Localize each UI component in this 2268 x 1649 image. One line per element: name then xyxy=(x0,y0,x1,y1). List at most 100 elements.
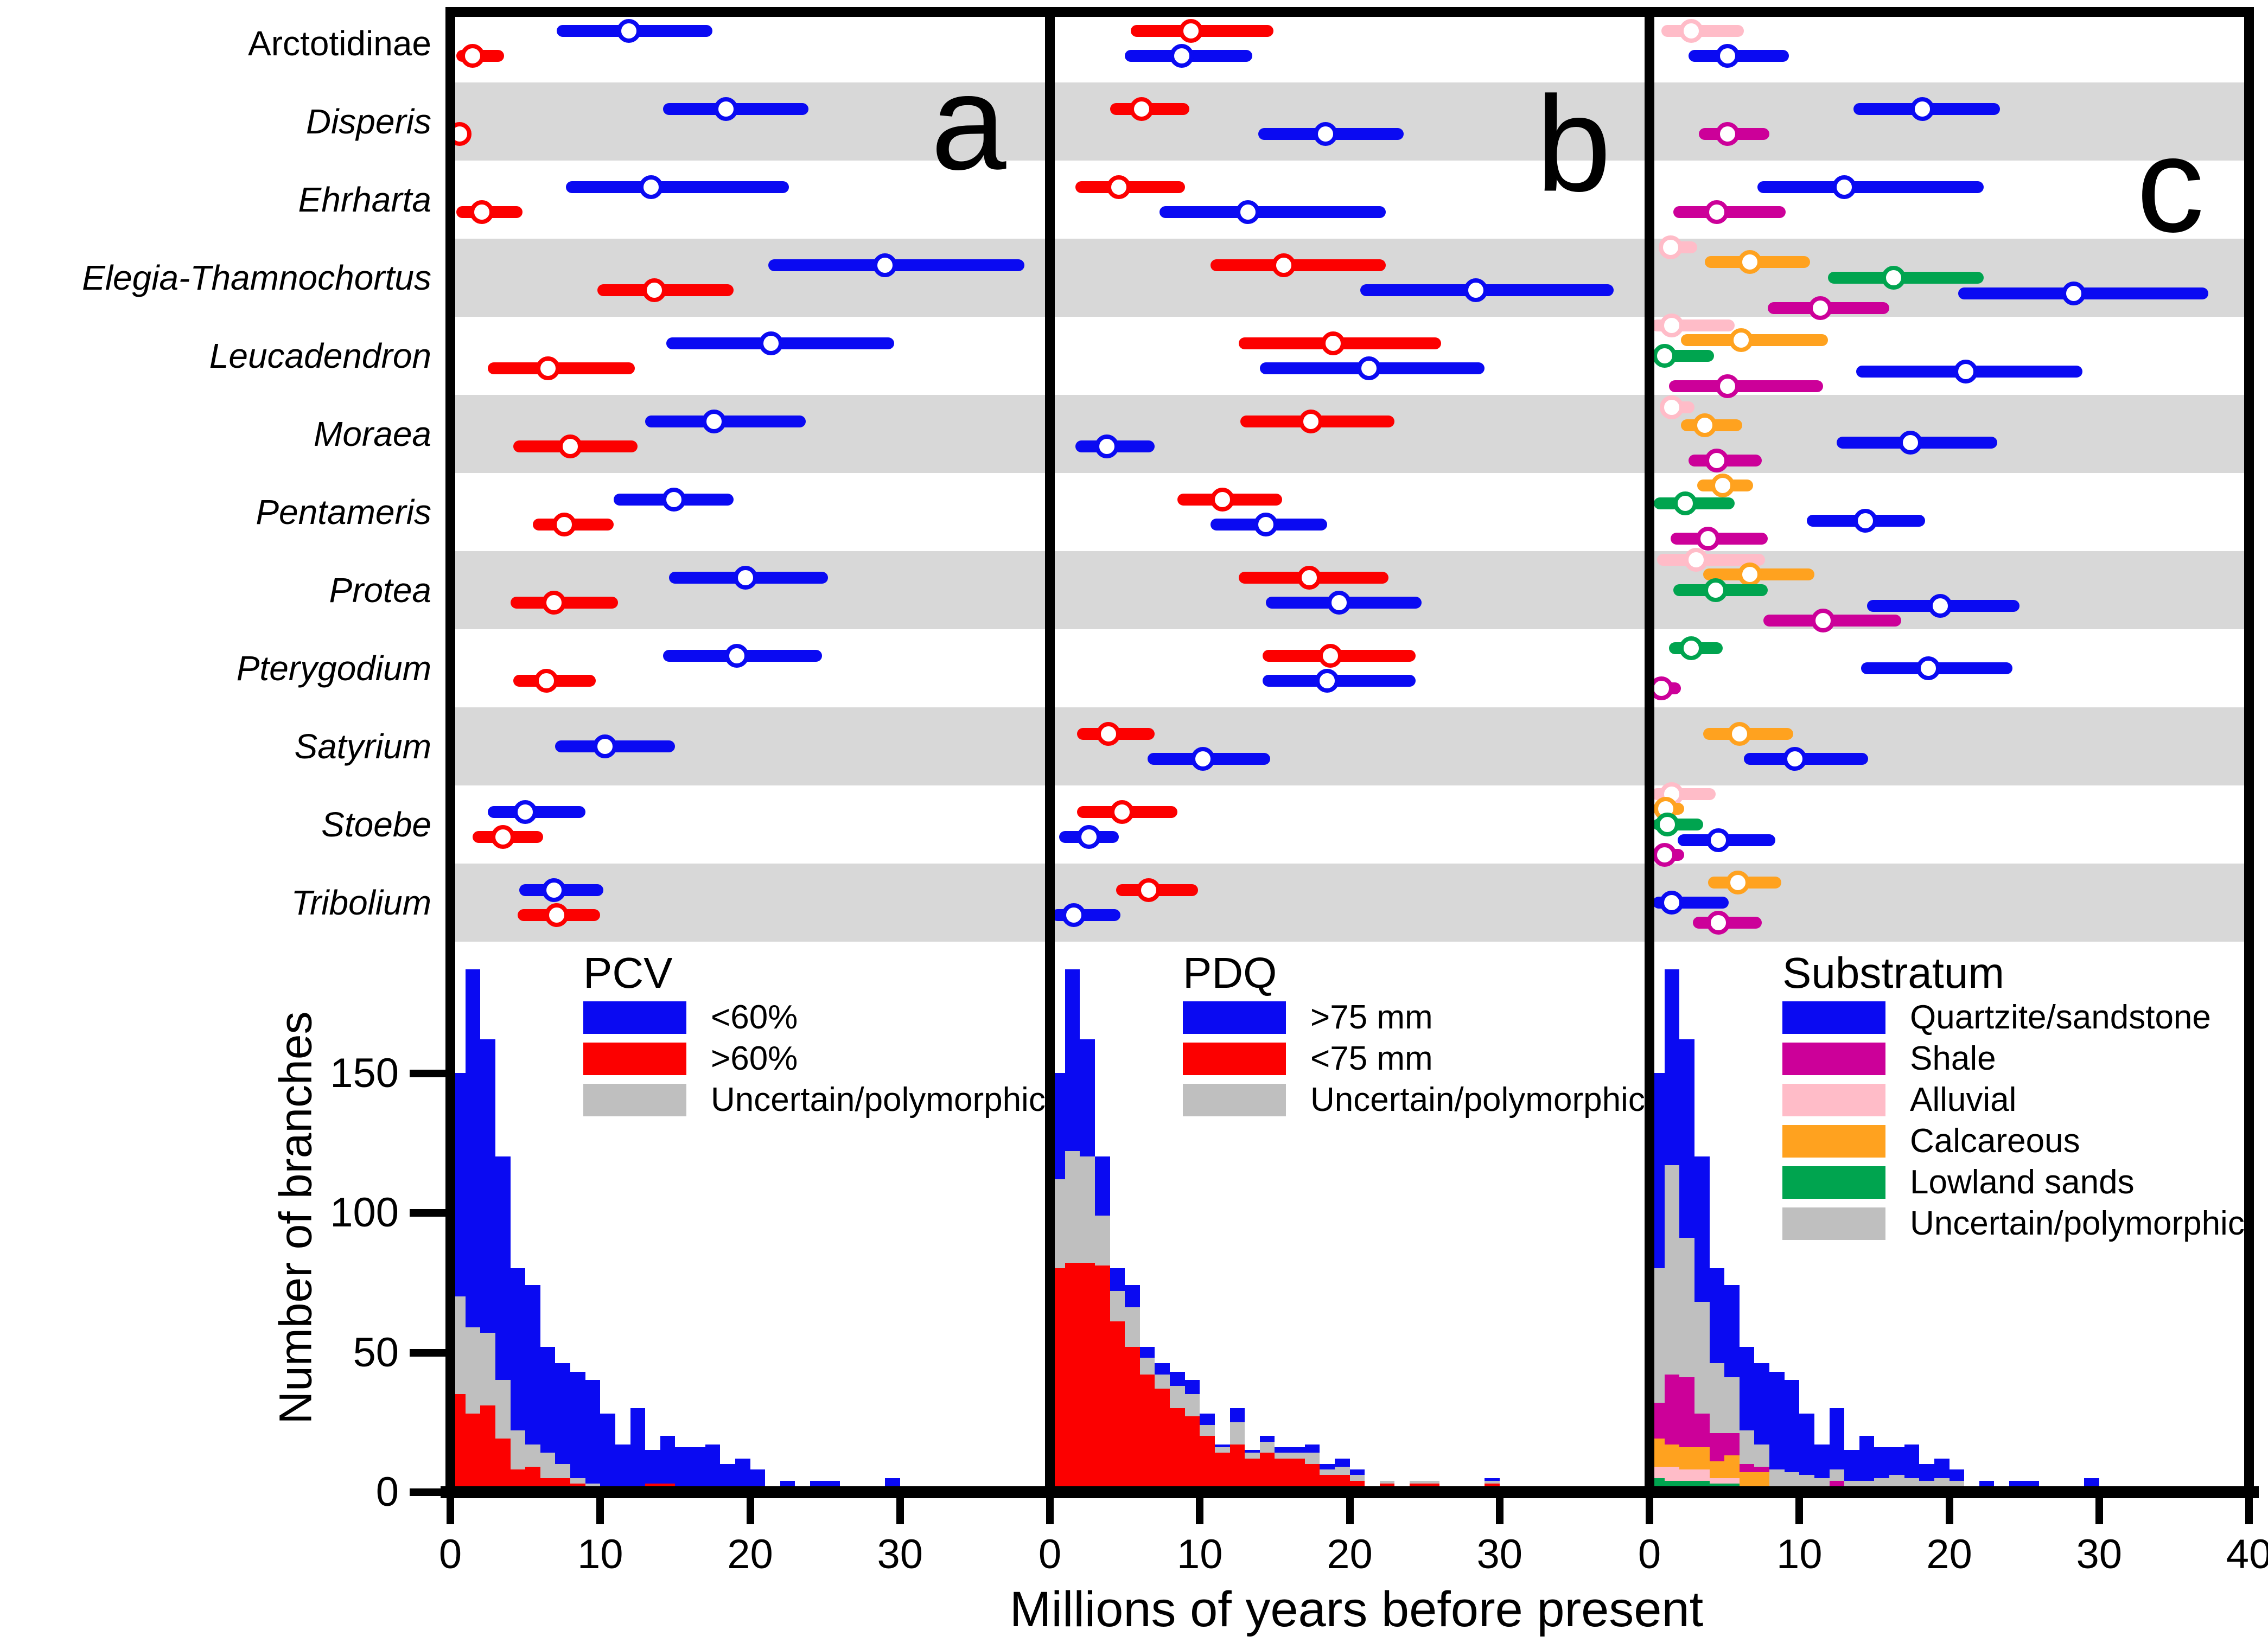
interval-marker-magenta xyxy=(1811,609,1836,633)
hist-segment-blue xyxy=(1170,1371,1185,1386)
panel-divider xyxy=(1045,7,1055,1498)
hist-segment-pink xyxy=(1724,1478,1740,1484)
hist-segment-red xyxy=(570,1483,585,1486)
interval-marker-red xyxy=(545,903,569,928)
interval-marker-red xyxy=(1137,878,1161,902)
taxon-label: Ehrharta xyxy=(298,180,431,219)
x-tick xyxy=(746,1498,754,1524)
legend-swatch-pink xyxy=(1782,1084,1885,1116)
x-axis-line xyxy=(441,1486,2259,1498)
hist-segment-blue xyxy=(1125,1285,1140,1308)
panel-divider xyxy=(1645,7,1654,1498)
hist-segment-blue xyxy=(1665,969,1679,1165)
hist-segment-blue xyxy=(630,1408,645,1486)
hist-segment-gray xyxy=(1485,1480,1500,1484)
interval-marker-red xyxy=(1298,409,1323,433)
hist-segment-blue xyxy=(1710,1268,1724,1364)
legend-item-label: Lowland sands xyxy=(1910,1164,2135,1201)
hist-segment-red xyxy=(1320,1475,1335,1486)
interval-marker-red xyxy=(642,278,666,303)
interval-marker-red xyxy=(1107,175,1131,199)
row-band xyxy=(1050,707,1649,785)
hist-segment-green xyxy=(1694,1480,1710,1486)
hist-segment-gray xyxy=(1769,1469,1785,1486)
hist-segment-pink xyxy=(1665,1466,1679,1481)
hist-segment-gray xyxy=(480,1332,495,1405)
interval-marker-blue xyxy=(1953,359,1978,384)
hist-segment-gray xyxy=(1425,1480,1439,1484)
interval-marker-blue xyxy=(1853,508,1877,533)
legend-swatch-blue xyxy=(583,1001,686,1034)
y-tick-label: 100 xyxy=(330,1190,399,1236)
interval-marker-blue xyxy=(616,18,641,43)
x-axis-title: Millions of years before present xyxy=(1009,1582,1704,1637)
interval-marker-red xyxy=(1210,487,1234,512)
hist-segment-pink xyxy=(1694,1469,1710,1481)
legend-swatch-gray xyxy=(1782,1207,1885,1240)
interval-marker-orange xyxy=(1738,250,1762,274)
row-band xyxy=(1050,864,1649,942)
interval-marker-blue xyxy=(714,97,738,121)
interval-marker-magenta xyxy=(1705,448,1729,472)
interval-marker-blue xyxy=(724,643,749,668)
hist-segment-red xyxy=(645,1483,660,1486)
legend-item-label: Alluvial xyxy=(1910,1081,2017,1118)
legend-title: Substratum xyxy=(1782,949,2005,997)
panel-letter-b: b xyxy=(1536,68,1611,220)
hist-segment-red xyxy=(1170,1408,1185,1486)
hist-segment-blue xyxy=(690,1447,705,1486)
interval-marker-red xyxy=(1318,643,1342,668)
hist-segment-gray xyxy=(1710,1363,1724,1434)
hist-segment-magenta xyxy=(1754,1466,1769,1473)
hist-segment-blue xyxy=(810,1480,825,1486)
hist-segment-blue xyxy=(1305,1444,1320,1453)
hist-segment-blue xyxy=(511,1268,525,1431)
hist-segment-gray xyxy=(1830,1469,1844,1481)
hist-segment-gray xyxy=(1305,1453,1320,1464)
x-tick xyxy=(1646,1498,1653,1524)
hist-segment-red xyxy=(555,1478,570,1486)
hist-segment-blue xyxy=(1140,1346,1155,1358)
hist-segment-magenta xyxy=(1724,1433,1740,1456)
interval-marker-magenta xyxy=(1652,843,1677,867)
row-band xyxy=(1050,395,1649,473)
y-tick-label: 0 xyxy=(375,1469,399,1515)
hist-segment-blue xyxy=(1694,1156,1710,1302)
legend-item-label: Quartzite/sandstone xyxy=(1910,999,2211,1036)
interval-marker-red xyxy=(470,200,494,225)
interval-marker-blue xyxy=(1094,434,1119,459)
hist-segment-blue xyxy=(615,1444,630,1486)
interval-marker-blue xyxy=(1706,828,1731,852)
hist-segment-red xyxy=(1485,1483,1500,1486)
interval-marker-pink xyxy=(1660,395,1684,420)
interval-bar-magenta xyxy=(1673,206,1786,219)
interval-marker-red xyxy=(461,44,485,68)
hist-segment-blue xyxy=(1904,1444,1919,1478)
hist-segment-gray xyxy=(1889,1475,1904,1486)
hist-segment-red xyxy=(540,1478,555,1486)
hist-segment-orange xyxy=(1710,1461,1724,1478)
interval-marker-red xyxy=(558,434,582,459)
interval-marker-blue xyxy=(1660,891,1684,915)
hist-segment-red xyxy=(1185,1416,1200,1486)
legend-title: PCV xyxy=(583,949,673,997)
interval-bar-blue xyxy=(1263,675,1416,687)
y-axis-line xyxy=(445,7,455,1498)
hist-segment-gray xyxy=(1170,1385,1185,1408)
hist-segment-blue xyxy=(1844,1450,1859,1481)
hist-segment-blue xyxy=(1110,1268,1125,1291)
hist-segment-magenta xyxy=(1665,1375,1679,1445)
hist-segment-blue xyxy=(1889,1447,1904,1475)
row-band xyxy=(1050,239,1649,317)
hist-segment-blue xyxy=(525,1285,540,1445)
hist-segment-blue xyxy=(540,1346,555,1453)
hist-segment-red xyxy=(1110,1321,1125,1486)
hist-segment-blue xyxy=(780,1480,795,1486)
hist-segment-gray xyxy=(1679,1237,1694,1378)
interval-bar-red xyxy=(488,362,635,375)
interval-marker-red xyxy=(490,825,515,849)
hist-segment-orange xyxy=(1724,1455,1740,1478)
interval-marker-pink xyxy=(1658,235,1683,259)
interval-marker-blue xyxy=(639,175,664,199)
hist-segment-blue xyxy=(660,1436,675,1484)
